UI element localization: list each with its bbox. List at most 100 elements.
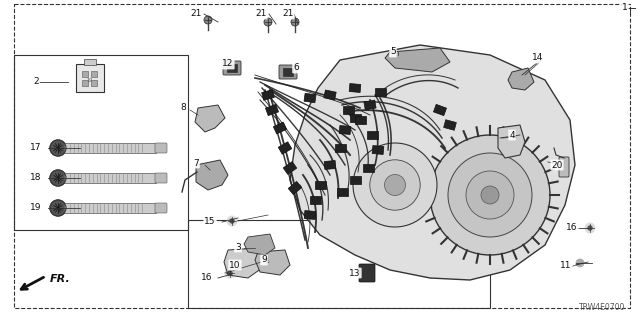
Circle shape [228, 271, 232, 275]
Bar [64, 143, 156, 153]
Circle shape [466, 171, 514, 219]
Bar [84, 59, 96, 65]
Text: 10: 10 [229, 260, 241, 269]
FancyBboxPatch shape [227, 64, 237, 72]
FancyBboxPatch shape [304, 211, 316, 220]
Polygon shape [498, 125, 525, 158]
Circle shape [264, 18, 272, 26]
FancyBboxPatch shape [349, 114, 360, 122]
Text: 8: 8 [180, 103, 186, 113]
Text: 6: 6 [293, 63, 299, 73]
Circle shape [385, 174, 406, 196]
Polygon shape [290, 45, 575, 280]
FancyBboxPatch shape [335, 144, 346, 152]
Bar [91, 80, 97, 86]
Circle shape [50, 140, 66, 156]
Text: 9: 9 [261, 255, 267, 265]
Text: 19: 19 [87, 78, 93, 84]
Text: 7: 7 [193, 158, 199, 167]
FancyBboxPatch shape [310, 196, 321, 204]
Text: 16: 16 [566, 223, 578, 233]
FancyBboxPatch shape [155, 203, 167, 213]
Circle shape [576, 259, 584, 267]
FancyBboxPatch shape [278, 142, 292, 154]
FancyBboxPatch shape [266, 104, 278, 116]
FancyBboxPatch shape [367, 131, 378, 139]
Circle shape [370, 160, 420, 210]
FancyBboxPatch shape [324, 90, 336, 100]
Circle shape [481, 186, 499, 204]
Text: 21: 21 [255, 10, 267, 19]
Text: 11: 11 [560, 260, 572, 269]
Text: 15: 15 [204, 218, 216, 227]
Bar [82, 80, 88, 86]
Polygon shape [224, 248, 262, 278]
FancyBboxPatch shape [359, 264, 375, 282]
Circle shape [50, 200, 66, 216]
Bar [64, 173, 156, 183]
Circle shape [50, 170, 66, 186]
Text: 19: 19 [30, 204, 42, 212]
Text: 12: 12 [222, 60, 234, 68]
Text: 2: 2 [33, 77, 39, 86]
Polygon shape [255, 250, 290, 275]
FancyBboxPatch shape [374, 88, 385, 96]
Text: 3: 3 [235, 243, 241, 252]
FancyBboxPatch shape [433, 104, 447, 116]
Circle shape [230, 219, 234, 223]
Polygon shape [196, 160, 228, 190]
Text: 14: 14 [532, 53, 544, 62]
Text: 4: 4 [509, 131, 515, 140]
Bar [188, 220, 490, 308]
Bar [14, 55, 188, 230]
FancyBboxPatch shape [279, 65, 297, 79]
Bar [91, 71, 97, 77]
Circle shape [291, 18, 299, 26]
Circle shape [585, 223, 595, 233]
Circle shape [227, 216, 237, 226]
FancyBboxPatch shape [364, 100, 376, 110]
FancyBboxPatch shape [339, 125, 351, 134]
Text: 5: 5 [390, 47, 396, 57]
FancyBboxPatch shape [559, 157, 569, 177]
FancyBboxPatch shape [314, 181, 326, 189]
Polygon shape [385, 48, 450, 72]
FancyBboxPatch shape [273, 122, 287, 134]
Circle shape [448, 153, 532, 237]
Bar [64, 203, 156, 213]
Text: 1: 1 [622, 4, 628, 12]
Circle shape [225, 268, 235, 278]
FancyBboxPatch shape [444, 120, 456, 130]
Text: 17: 17 [30, 143, 42, 153]
Text: 18: 18 [30, 173, 42, 182]
FancyBboxPatch shape [349, 84, 361, 92]
FancyBboxPatch shape [342, 106, 353, 114]
FancyBboxPatch shape [283, 68, 293, 76]
Circle shape [588, 226, 592, 230]
Text: 13: 13 [349, 268, 361, 277]
FancyBboxPatch shape [355, 116, 365, 124]
Text: TRW4E0700: TRW4E0700 [579, 303, 625, 312]
Text: 21: 21 [282, 10, 294, 19]
Bar [82, 71, 88, 77]
Polygon shape [195, 105, 225, 132]
FancyBboxPatch shape [372, 146, 384, 155]
FancyBboxPatch shape [284, 162, 297, 174]
FancyBboxPatch shape [262, 90, 275, 100]
FancyBboxPatch shape [288, 181, 302, 195]
Circle shape [430, 135, 550, 255]
Circle shape [353, 143, 437, 227]
Polygon shape [244, 234, 275, 255]
FancyBboxPatch shape [223, 61, 241, 75]
FancyBboxPatch shape [76, 64, 104, 92]
Text: 21: 21 [190, 10, 202, 19]
FancyBboxPatch shape [155, 173, 167, 183]
FancyBboxPatch shape [324, 161, 336, 170]
FancyBboxPatch shape [337, 188, 348, 196]
FancyBboxPatch shape [155, 143, 167, 153]
FancyBboxPatch shape [362, 164, 374, 172]
Polygon shape [508, 68, 534, 90]
Text: FR.: FR. [50, 274, 71, 284]
FancyBboxPatch shape [349, 176, 360, 184]
Circle shape [204, 16, 212, 24]
